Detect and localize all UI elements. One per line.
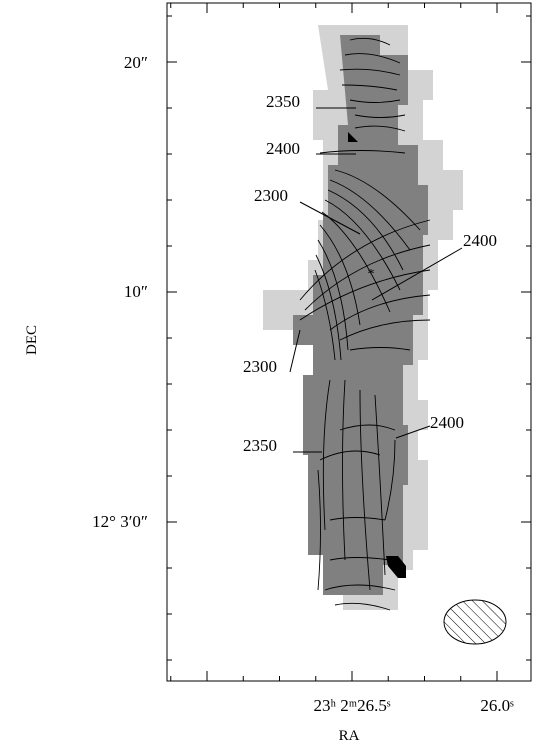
x-axis-label: RA bbox=[339, 728, 360, 744]
map: * bbox=[263, 25, 506, 644]
y-tick-label: 20″ bbox=[124, 53, 148, 72]
x-tick-label: 26.0ˢ bbox=[480, 696, 514, 715]
contour-label: 2300 bbox=[243, 357, 277, 376]
contour-label: 2400 bbox=[266, 139, 300, 158]
y-tick-label: 12° 3′0″ bbox=[92, 512, 148, 531]
contour-label: 2300 bbox=[254, 186, 288, 205]
x-tick-label: 23ʰ 2ᵐ26.5ˢ bbox=[314, 696, 391, 715]
beam bbox=[444, 600, 506, 644]
contour-label: 2350 bbox=[266, 92, 300, 111]
y-axis-label: DEC bbox=[24, 325, 40, 355]
contour-label: 2400 bbox=[463, 231, 497, 250]
center-marker: * bbox=[368, 267, 375, 282]
contour-label: 2400 bbox=[430, 413, 464, 432]
contour-label: 2350 bbox=[243, 436, 277, 455]
figure: * 2350 2400 2300 2400 2300 2350 2400 20″… bbox=[0, 0, 539, 751]
y-tick-label: 10″ bbox=[124, 282, 148, 301]
